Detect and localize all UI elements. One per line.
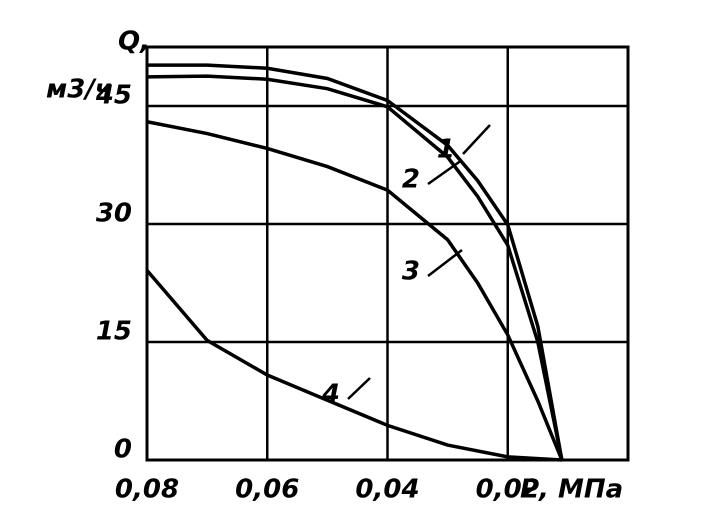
x-tick-label: 0,06 — [235, 475, 299, 505]
y-axis-unit: м3/ч — [46, 75, 113, 105]
line-series — [145, 269, 562, 462]
series-label: 1 — [437, 135, 455, 165]
x-tick-label: 0,04 — [355, 475, 419, 505]
series-label: 3 — [402, 257, 420, 287]
series-label-leader — [427, 249, 463, 277]
line-series — [147, 63, 564, 461]
line-series — [146, 74, 564, 461]
y-tick-label: 15 — [96, 317, 132, 347]
series-label-leader — [427, 158, 463, 186]
x-tick-label: 0,02 — [476, 475, 540, 505]
series-label-leader — [462, 124, 491, 155]
series-label: 2 — [402, 165, 420, 195]
line-series — [146, 120, 564, 461]
x-tick-label: 0,08 — [115, 475, 179, 505]
series-label: 4 — [321, 380, 340, 410]
y-tick-label: 0 — [114, 435, 132, 465]
series-label-leader — [347, 377, 371, 400]
y-tick-label: 45 — [95, 81, 132, 111]
y-tick-label: 30 — [96, 199, 132, 229]
x-axis-label: Р, МПа — [520, 475, 623, 505]
y-axis-label: Q, — [118, 27, 150, 57]
